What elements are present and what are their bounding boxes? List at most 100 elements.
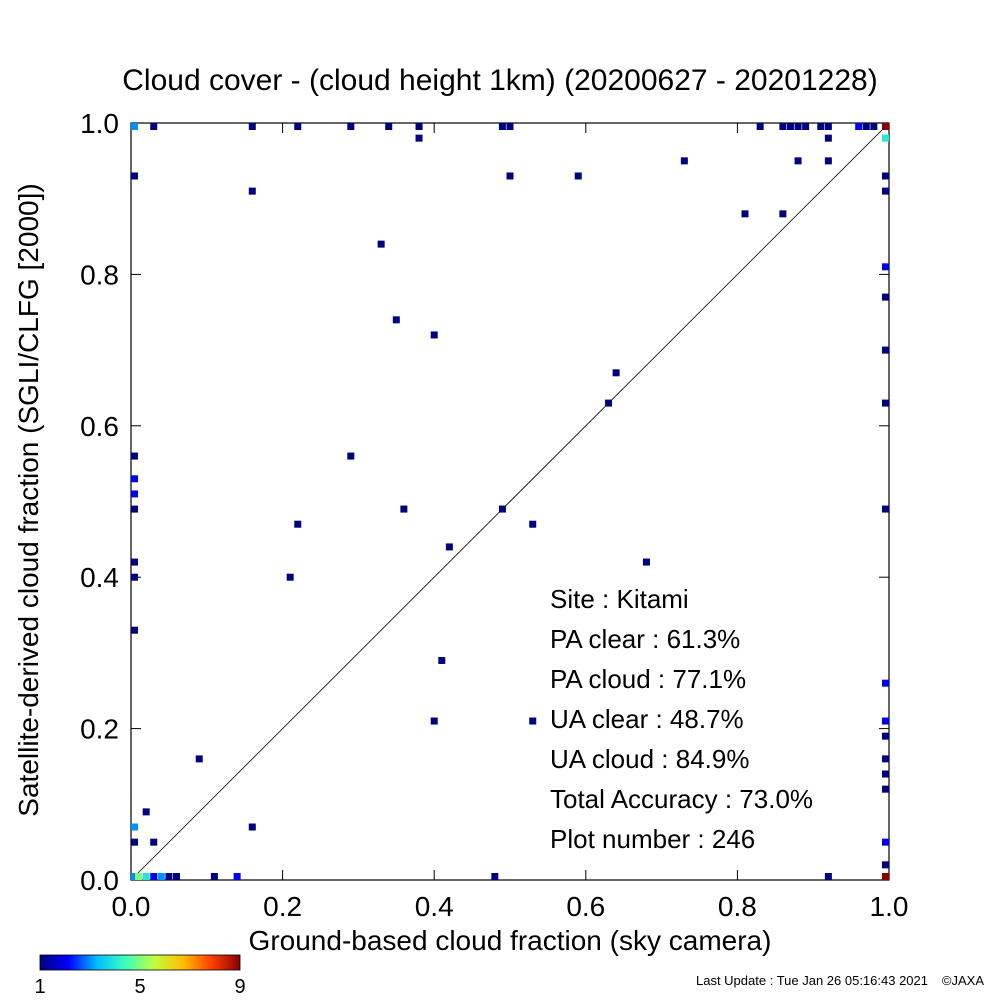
data-point xyxy=(680,157,688,165)
data-point xyxy=(612,369,620,377)
data-point xyxy=(882,770,889,778)
data-point xyxy=(294,123,302,130)
data-point xyxy=(882,873,889,880)
data-point xyxy=(498,123,506,130)
data-point xyxy=(882,717,889,725)
data-point xyxy=(131,558,138,566)
y-tick-label: 0.6 xyxy=(80,411,119,442)
data-point xyxy=(882,187,889,195)
stat-ua-clear: UA clear : 48.7% xyxy=(550,704,744,734)
stat-total-accuracy: Total Accuracy : 73.0% xyxy=(550,784,813,814)
x-tick-label: 0.0 xyxy=(112,891,151,922)
data-point xyxy=(286,573,294,581)
data-point xyxy=(131,490,138,498)
data-point xyxy=(210,873,218,880)
data-point xyxy=(294,520,302,528)
data-point xyxy=(248,823,256,831)
data-point xyxy=(756,123,764,130)
data-point xyxy=(400,505,408,513)
data-point xyxy=(142,873,150,880)
data-point xyxy=(347,452,355,460)
data-point xyxy=(802,123,810,130)
data-point xyxy=(882,785,889,793)
data-point xyxy=(385,123,393,130)
data-point xyxy=(131,838,138,846)
stats-panel: Site : Kitami PA clear : 61.3% PA cloud … xyxy=(550,584,813,854)
stat-pa-cloud: PA cloud : 77.1% xyxy=(550,664,746,694)
data-point xyxy=(131,626,138,634)
data-point xyxy=(786,123,794,130)
data-point xyxy=(817,123,825,130)
x-tick-label: 0.8 xyxy=(718,891,757,922)
last-update-text: Last Update : Tue Jan 26 05:16:43 2021 xyxy=(696,973,928,988)
x-tick-label: 0.4 xyxy=(415,891,454,922)
data-point xyxy=(142,808,150,816)
data-point xyxy=(430,717,438,725)
data-point xyxy=(574,172,582,180)
data-point xyxy=(172,873,180,880)
data-point xyxy=(824,123,832,130)
data-point xyxy=(131,505,138,513)
reference-line-y-equals-x xyxy=(130,122,890,881)
colorbar-max-label: 9 xyxy=(234,976,245,998)
data-point xyxy=(248,187,256,195)
data-point xyxy=(870,123,878,130)
data-point xyxy=(135,873,143,880)
copyright-text: ©JAXA xyxy=(942,973,984,988)
stat-site: Site : Kitami xyxy=(550,584,689,614)
colorbar xyxy=(39,954,241,971)
data-point xyxy=(529,717,537,725)
data-point xyxy=(824,873,832,880)
y-tick-label: 0.4 xyxy=(80,562,119,593)
stat-plot-number: Plot number : 246 xyxy=(550,824,755,854)
data-point xyxy=(150,873,158,880)
data-point xyxy=(430,331,438,339)
data-point xyxy=(779,123,787,130)
y-tick-label: 0.2 xyxy=(80,714,119,745)
data-point xyxy=(233,873,241,880)
x-tick-label: 0.6 xyxy=(566,891,605,922)
data-point xyxy=(438,656,446,664)
data-point xyxy=(779,210,787,218)
data-point xyxy=(195,755,203,763)
data-point xyxy=(131,172,138,180)
data-point xyxy=(882,134,889,142)
y-axis-label: Satellite-derived cloud fraction (SGLI/C… xyxy=(13,183,44,816)
data-point xyxy=(150,123,158,130)
colorbar-min-label: 1 xyxy=(34,976,45,998)
data-point xyxy=(529,520,537,528)
stat-pa-clear: PA clear : 61.3% xyxy=(550,624,740,654)
data-point xyxy=(165,873,173,880)
data-point xyxy=(642,558,650,566)
data-point xyxy=(882,123,889,130)
data-point xyxy=(157,873,165,880)
data-point xyxy=(794,157,802,165)
data-point xyxy=(882,861,889,869)
data-point xyxy=(392,316,400,324)
y-tick-label: 1.0 xyxy=(80,108,119,139)
data-point xyxy=(150,838,158,846)
data-point xyxy=(824,157,832,165)
data-point xyxy=(491,873,499,880)
y-tick-label: 0.0 xyxy=(80,865,119,896)
data-points xyxy=(131,123,889,880)
data-point xyxy=(131,873,138,880)
x-tick-label: 0.2 xyxy=(263,891,302,922)
data-point xyxy=(882,172,889,180)
data-point xyxy=(882,263,889,271)
data-point xyxy=(882,755,889,763)
data-point xyxy=(824,134,832,142)
data-point xyxy=(445,543,453,551)
data-point xyxy=(131,475,138,483)
data-point xyxy=(882,399,889,407)
chart-title: Cloud cover - (cloud height 1km) (202006… xyxy=(122,64,877,97)
data-point xyxy=(415,134,423,142)
data-point xyxy=(741,210,749,218)
data-point xyxy=(377,240,385,248)
data-point xyxy=(882,732,889,740)
data-point xyxy=(131,452,138,460)
stat-ua-cloud: UA cloud : 84.9% xyxy=(550,744,749,774)
data-point xyxy=(498,505,506,513)
y-tick-label: 0.8 xyxy=(80,259,119,290)
